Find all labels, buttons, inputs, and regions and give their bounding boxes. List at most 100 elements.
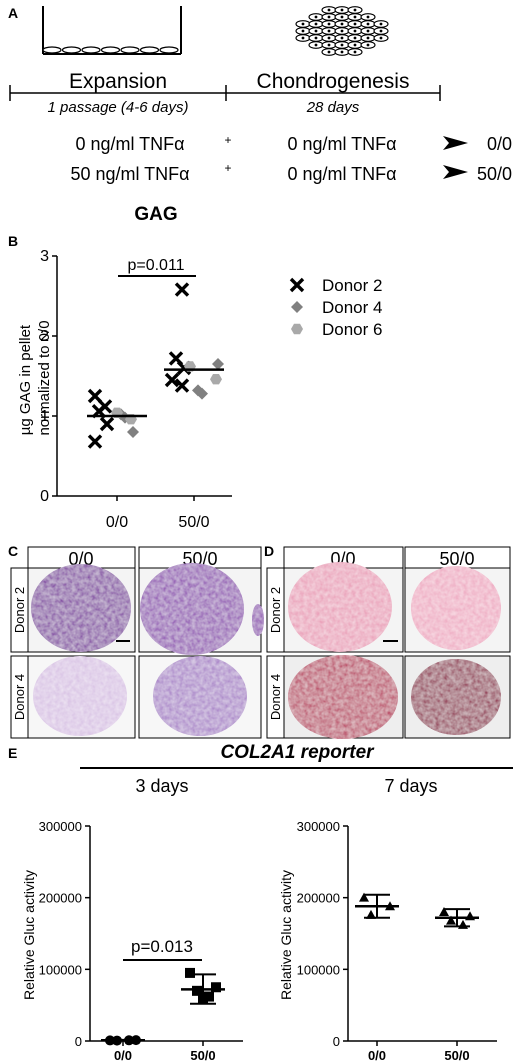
column-header: 0/0 [68, 549, 93, 569]
y-tick-label: 100000 [297, 962, 340, 977]
condition-result: 50/0 [477, 164, 512, 184]
nucleus-icon [353, 36, 357, 40]
arrow-right-icon [443, 165, 468, 179]
panel-e: E COL2A1 reporter 3 days Relative Gluc a… [8, 742, 513, 1063]
data-point [366, 909, 376, 919]
pellet-cluster-icon [295, 6, 389, 56]
cell-icon [81, 46, 101, 54]
cell-icon [139, 46, 160, 54]
y-axis-label: Relative Gluc activity [21, 870, 37, 1000]
nucleus-icon [353, 22, 357, 26]
y-tick-label: 0 [40, 488, 49, 505]
data-point [192, 985, 202, 996]
plus-sign: + [224, 133, 231, 147]
panel-b: B GAG µg GAG in pellet normalized to 0/0… [8, 204, 382, 531]
chondrogenesis-label: Chondrogenesis [257, 70, 410, 93]
panel-a-letter: A [8, 5, 18, 21]
histology-image [404, 655, 511, 739]
x-tick-label: 0/0 [106, 514, 128, 531]
chondrogenesis-condition: 0 ng/ml TNFα [287, 134, 396, 154]
x-tick-label: 50/0 [178, 514, 209, 531]
y-tick-label: 0 [333, 1034, 340, 1049]
histology-image [27, 564, 136, 653]
panel-c: C 0/0 50/0 Donor 2 Donor 4 [8, 543, 264, 739]
y-tick-label: 2 [40, 328, 49, 345]
nucleus-icon [301, 22, 305, 26]
data-point [212, 358, 224, 370]
nucleus-icon [340, 22, 344, 26]
data-point [289, 277, 305, 293]
legend-label: Donor 6 [322, 320, 382, 339]
p-value-annotation: p=0.013 [131, 937, 193, 956]
legend-item: Donor 4 [291, 298, 382, 317]
nucleus-icon [327, 15, 331, 19]
y-axis-label-line: µg GAG in pellet [17, 324, 34, 435]
cell-icon [61, 46, 82, 54]
nucleus-icon [366, 15, 370, 19]
condition-result: 0/0 [487, 134, 512, 154]
nucleus-icon [301, 29, 305, 33]
nucleus-icon [314, 36, 318, 40]
nucleus-icon [366, 43, 370, 47]
cell-icon [120, 46, 140, 54]
data-point [291, 301, 303, 313]
expansion-flask-icon [42, 6, 182, 55]
nucleus-icon [314, 15, 318, 19]
nucleus-icon [340, 15, 344, 19]
nucleus-icon [301, 36, 305, 40]
legend-item: Donor 2 [289, 276, 382, 295]
histology-image [283, 562, 404, 653]
gag-chart: 0 1 2 3 0/0 50/0 [40, 248, 232, 531]
data-point [204, 991, 214, 1002]
data-point [127, 426, 139, 438]
legend-item: Donor 6 [291, 320, 382, 339]
y-tick-label: 200000 [297, 891, 340, 906]
nucleus-icon [340, 8, 344, 12]
legend-label: Donor 2 [322, 276, 382, 295]
column-header: 50/0 [439, 549, 474, 569]
panel-c-letter: C [8, 543, 18, 559]
gluc-7day-chart: 0 100000 200000 300000 0/0 50/0 [297, 819, 497, 1063]
chondrogenesis-condition: 0 ng/ml TNFα [287, 164, 396, 184]
histology-image [138, 655, 262, 739]
histology-image [138, 563, 264, 655]
data-point [291, 323, 303, 335]
nucleus-icon [327, 36, 331, 40]
expansion-condition: 0 ng/ml TNFα [75, 134, 184, 154]
chart-title: GAG [134, 204, 177, 225]
y-axis-label: µg GAG in pellet normalized to 0/0 [17, 320, 53, 435]
panel-b-letter: B [8, 233, 18, 249]
x-tick-label: 50/0 [444, 1048, 469, 1063]
histology-image [283, 655, 404, 739]
nucleus-icon [379, 29, 383, 33]
panel-a: A Expansion 1 passage (4-6 days) Chondro… [8, 5, 512, 184]
y-tick-label: 0 [75, 1034, 82, 1049]
timeline [9, 85, 441, 101]
plus-sign: + [224, 161, 231, 175]
nucleus-icon [327, 8, 331, 12]
nucleus-icon [327, 29, 331, 33]
nucleus-icon [314, 43, 318, 47]
panel-d: D 0/0 50/0 Donor 2 Donor 4 [264, 543, 511, 739]
nucleus-icon [353, 15, 357, 19]
row-label: Donor 4 [12, 674, 27, 720]
y-tick-label: 300000 [39, 819, 82, 834]
cell-icon [100, 46, 121, 54]
nucleus-icon [353, 43, 357, 47]
nucleus-icon [366, 29, 370, 33]
y-axis-label: Relative Gluc activity [278, 870, 294, 1000]
row-label: Donor 2 [268, 587, 283, 633]
gluc-3day-chart: 0 100000 200000 300000 0/0 50/0 [39, 819, 243, 1063]
row-label: Donor 4 [268, 674, 283, 720]
nucleus-icon [340, 50, 344, 54]
data-point [87, 434, 103, 449]
nucleus-icon [366, 36, 370, 40]
nucleus-icon [340, 36, 344, 40]
nucleus-icon [340, 29, 344, 33]
chart-title: 3 days [135, 776, 188, 796]
nucleus-icon [379, 36, 383, 40]
y-tick-label: 100000 [39, 962, 82, 977]
nucleus-icon [366, 22, 370, 26]
y-tick-label: 200000 [39, 891, 82, 906]
